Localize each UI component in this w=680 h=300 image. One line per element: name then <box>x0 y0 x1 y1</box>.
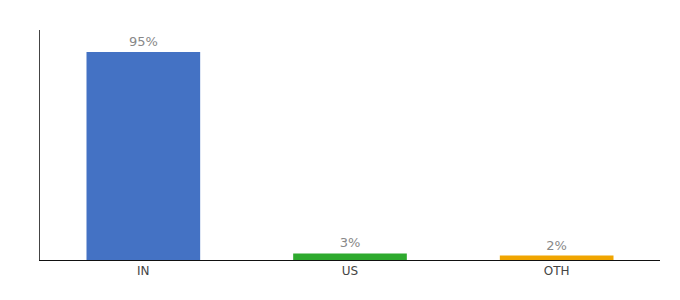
svg-text:3%: 3% <box>340 235 361 250</box>
svg-text:US: US <box>342 264 358 278</box>
svg-text:2%: 2% <box>546 238 567 253</box>
svg-text:IN: IN <box>137 264 150 278</box>
svg-text:95%: 95% <box>129 34 158 49</box>
svg-text:OTH: OTH <box>544 264 570 278</box>
